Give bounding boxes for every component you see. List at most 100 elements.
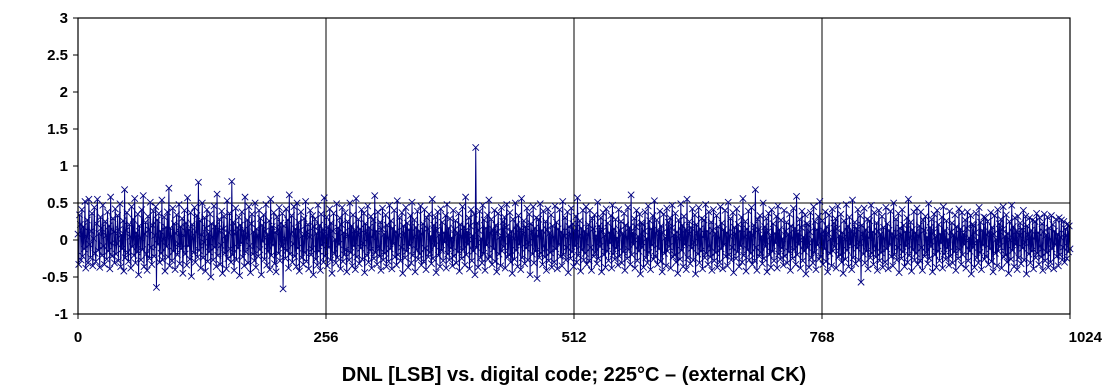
data-point-marker	[228, 178, 236, 186]
data-point-marker	[498, 247, 506, 255]
data-point-marker	[536, 200, 544, 208]
data-point-marker	[253, 225, 261, 233]
data-point-marker	[459, 203, 467, 211]
data-point-marker	[452, 259, 460, 267]
data-point-marker	[513, 220, 521, 228]
data-point-marker	[493, 228, 501, 236]
data-point-marker	[890, 251, 898, 259]
data-point-marker	[754, 215, 762, 223]
data-point-marker	[148, 260, 156, 268]
data-point-marker	[394, 251, 402, 259]
data-point-marker	[636, 270, 644, 278]
data-point-marker	[761, 223, 769, 231]
data-point-marker	[788, 234, 796, 242]
data-point-marker	[234, 244, 242, 252]
data-point-marker	[104, 208, 112, 216]
data-point-marker	[742, 267, 750, 275]
data-point-marker	[615, 206, 623, 214]
data-point-marker	[473, 219, 481, 227]
data-point-marker	[963, 224, 971, 232]
data-point-marker	[976, 249, 984, 257]
data-point-marker	[594, 254, 602, 263]
data-point-marker	[1022, 270, 1031, 278]
data-point-marker	[663, 204, 671, 212]
data-point-marker	[389, 240, 397, 248]
data-point-marker	[829, 247, 837, 255]
data-point-marker	[723, 262, 731, 270]
data-point-marker	[573, 194, 582, 202]
data-point-marker	[789, 254, 797, 263]
data-point-marker	[800, 233, 808, 241]
data-point-marker	[933, 206, 941, 214]
data-point-marker	[860, 204, 868, 212]
data-point-marker	[369, 216, 377, 224]
data-point-marker	[597, 214, 605, 222]
data-point-marker	[552, 245, 560, 253]
data-point-marker	[1039, 266, 1047, 274]
data-point-marker	[566, 254, 575, 263]
data-point-marker	[337, 220, 345, 228]
data-point-marker	[211, 243, 219, 251]
data-point-marker	[852, 224, 860, 232]
data-point-marker	[894, 243, 902, 251]
data-point-marker	[944, 235, 952, 243]
data-point-marker	[476, 207, 484, 215]
data-point-marker	[606, 239, 614, 247]
data-point-marker	[960, 240, 968, 248]
data-point-marker	[274, 226, 282, 234]
data-point-marker	[684, 254, 692, 262]
data-point-marker	[821, 245, 829, 253]
data-point-marker	[358, 206, 366, 214]
data-point-marker	[187, 272, 195, 280]
data-point-marker	[816, 198, 824, 206]
data-point-marker	[301, 249, 309, 257]
data-point-marker	[467, 206, 475, 214]
data-point-marker	[201, 267, 209, 275]
data-point-marker	[436, 263, 444, 271]
data-point-marker	[466, 265, 474, 273]
data-point-marker	[713, 212, 721, 220]
data-point-marker	[1016, 219, 1024, 227]
data-point-marker	[79, 252, 87, 260]
data-point-marker	[1019, 244, 1027, 252]
data-point-marker	[939, 203, 947, 211]
data-point-marker	[961, 216, 969, 224]
data-point-marker	[1047, 258, 1055, 266]
data-point-marker	[312, 255, 320, 263]
x-tick-label: 512	[561, 329, 586, 346]
data-point-marker	[873, 266, 881, 274]
data-point-marker	[685, 217, 693, 226]
data-point-marker	[636, 210, 644, 218]
data-point-marker	[968, 220, 976, 228]
data-point-marker	[545, 257, 553, 265]
data-point-marker	[286, 250, 294, 258]
data-point-marker	[85, 195, 93, 203]
data-point-marker	[713, 263, 721, 271]
data-point-marker	[624, 203, 632, 211]
data-point-marker	[370, 254, 378, 263]
data-point-marker	[971, 229, 979, 237]
data-point-marker	[323, 213, 331, 221]
data-point-marker	[605, 229, 613, 237]
data-point-marker	[208, 233, 216, 241]
data-point-marker	[840, 217, 848, 225]
data-point-marker	[331, 235, 339, 243]
data-point-marker	[768, 206, 776, 214]
data-point-marker	[730, 223, 738, 231]
data-point-marker	[770, 257, 778, 265]
data-point-marker	[584, 231, 592, 239]
data-point-marker	[690, 238, 698, 246]
data-point-marker	[629, 240, 637, 248]
data-point-marker	[238, 208, 246, 216]
data-point-marker	[285, 264, 293, 272]
data-point-marker	[281, 235, 289, 243]
data-point-marker	[93, 195, 101, 203]
data-point-marker	[772, 239, 780, 247]
data-point-marker	[621, 266, 629, 274]
data-point-marker	[642, 254, 650, 262]
data-point-marker	[659, 229, 667, 237]
data-point-marker	[851, 218, 859, 226]
data-point-marker	[921, 212, 930, 220]
data-point-marker	[97, 224, 105, 232]
data-point-marker	[762, 215, 770, 223]
